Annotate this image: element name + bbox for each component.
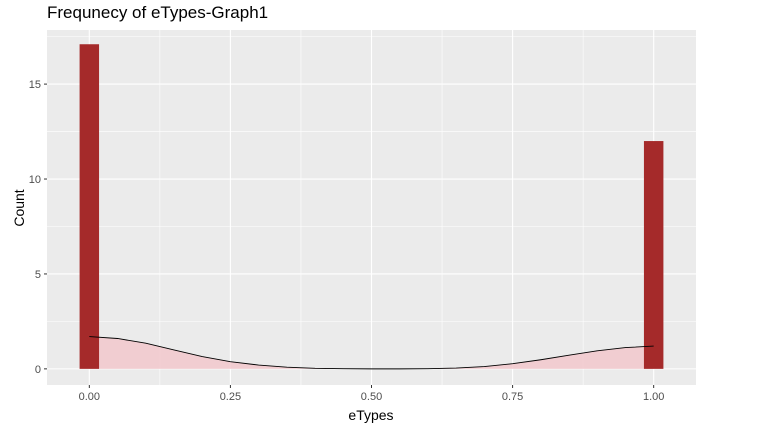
density-curve	[89, 336, 654, 370]
x-axis-ticks: 0.00 0.25 0.50 0.75 1.00	[79, 385, 664, 403]
x-axis-label: eTypes	[348, 407, 393, 423]
x-tick-label: 0.75	[502, 391, 523, 403]
density-area	[89, 336, 654, 369]
density-line-layer	[89, 336, 654, 370]
histogram-bar	[79, 44, 100, 369]
bar-layer	[79, 44, 664, 369]
y-tick-label: 15	[29, 79, 41, 91]
x-tick-label: 1.00	[643, 391, 664, 403]
histogram-bar	[643, 141, 664, 369]
y-axis-ticks: 0 5 10 15	[29, 79, 47, 376]
density-fill-layer	[89, 336, 654, 369]
y-axis-label: Count	[11, 189, 27, 226]
y-tick-label: 0	[35, 364, 41, 376]
x-tick-label: 0.50	[361, 391, 382, 403]
x-tick-label: 0.00	[79, 391, 100, 403]
y-tick-label: 5	[35, 269, 41, 281]
x-tick-label: 0.25	[220, 391, 241, 403]
y-tick-label: 10	[29, 174, 41, 186]
chart-title: Frequnecy of eTypes-Graph1	[47, 3, 268, 22]
